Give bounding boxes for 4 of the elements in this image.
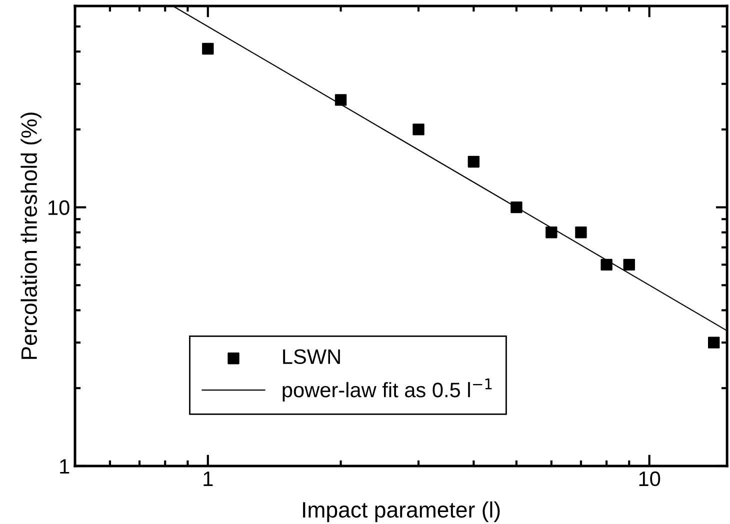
legend-label: power-law fit as 0.5 l$^{−1}$ — [282, 378, 492, 402]
y-axis-title: Percolation threshold (%) — [20, 112, 42, 359]
legend-label: LSWN — [283, 349, 340, 364]
x-axis-title: Impact parameter (l) — [303, 501, 500, 522]
